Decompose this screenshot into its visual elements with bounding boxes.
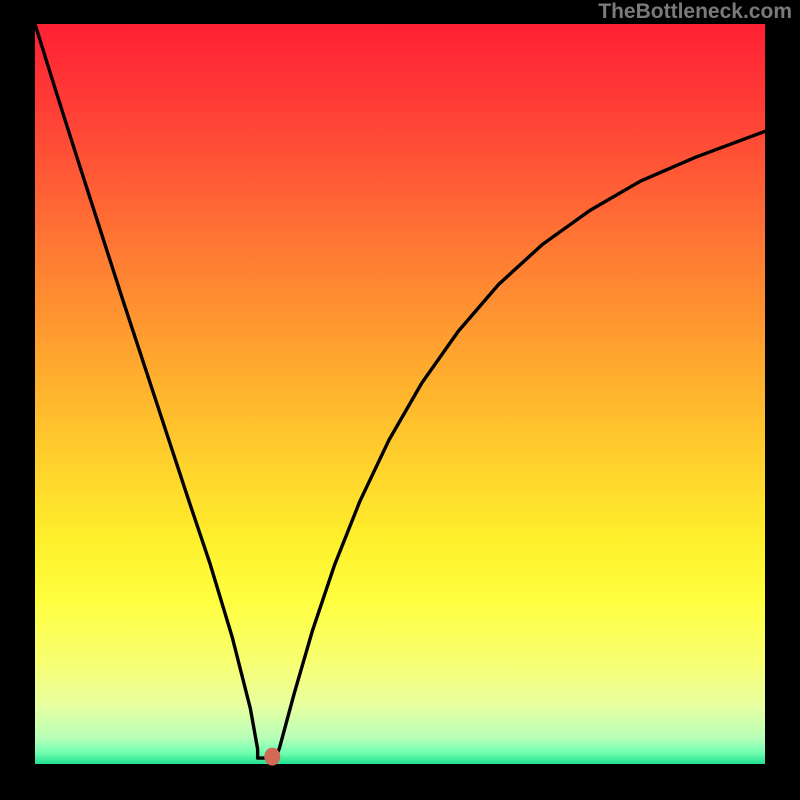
optimum-marker [264, 748, 280, 766]
chart-container: TheBottleneck.com [0, 0, 800, 800]
bottleneck-chart [0, 0, 800, 800]
plot-background-gradient [35, 24, 765, 764]
